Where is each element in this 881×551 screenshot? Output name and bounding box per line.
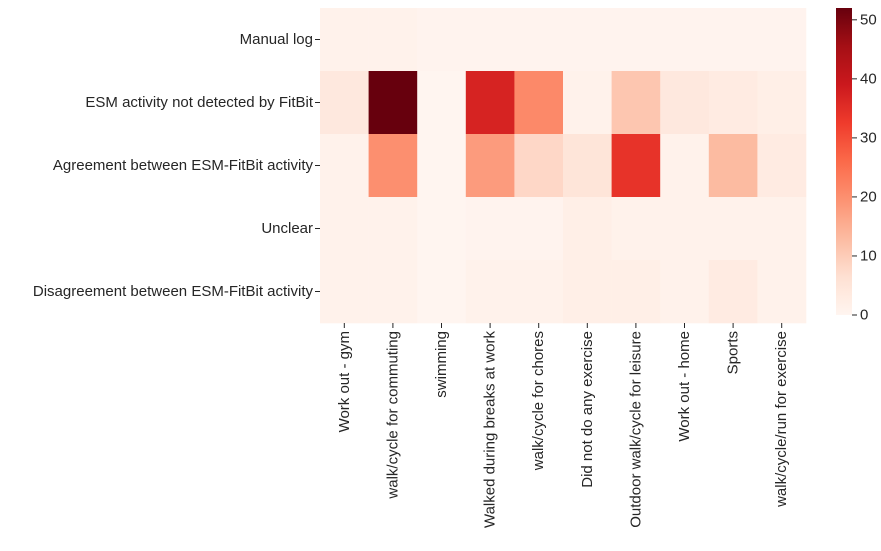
x-tick-label: walk/cycle for chores (530, 331, 547, 471)
heatmap-cell (320, 197, 369, 261)
heatmap-cells (320, 8, 807, 324)
heatmap-cell (757, 134, 807, 198)
heatmap-cell (368, 71, 418, 135)
heatmap-cell (660, 8, 710, 72)
heatmap-cell (465, 260, 515, 324)
heatmap-cell (320, 71, 369, 135)
heatmap-cell (368, 134, 418, 198)
heatmap-cell (368, 260, 418, 324)
colorbar-tick-label: 30 (860, 129, 877, 146)
heatmap-cell (757, 8, 807, 72)
x-tick-label: Did not do any exercise (579, 331, 596, 488)
heatmap-cell (368, 197, 418, 261)
x-tick-label: Walked during breaks at work (482, 331, 499, 529)
heatmap-cell (611, 8, 661, 72)
colorbar-gradient (836, 8, 852, 315)
heatmap-cell (514, 134, 564, 198)
heatmap-cell (514, 71, 564, 135)
colorbar-tick-label: 40 (860, 70, 877, 87)
heatmap-cell (320, 260, 369, 324)
colorbar-tick-label: 10 (860, 247, 877, 264)
heatmap-cell (465, 134, 515, 198)
heatmap-cell (660, 134, 710, 198)
heatmap-cell (708, 260, 758, 324)
heatmap-cell (563, 197, 612, 261)
heatmap-cell (708, 8, 758, 72)
heatmap-cell (660, 260, 710, 324)
heatmap-cell (660, 71, 710, 135)
y-axis: Manual log ESM activity not detected by F… (33, 31, 320, 300)
heatmap-cell (757, 260, 807, 324)
y-tick-label: ESM activity not detected by FitBit (85, 94, 313, 111)
heatmap-cell (611, 134, 661, 198)
heatmap-cell (514, 8, 564, 72)
heatmap-cell (368, 8, 418, 72)
colorbar-tick-label: 20 (860, 188, 877, 205)
heatmap-cell (417, 197, 467, 261)
heatmap-cell (417, 134, 467, 198)
heatmap-cell (465, 8, 515, 72)
heatmap-cell (563, 260, 612, 324)
heatmap-cell (320, 8, 369, 72)
x-tick-label: walk/cycle/run for exercise (773, 331, 790, 508)
heatmap-cell (417, 260, 467, 324)
heatmap-cell (757, 197, 807, 261)
heatmap-cell (563, 71, 612, 135)
heatmap-cell (611, 197, 661, 261)
x-tick-label: Work out - gym (336, 331, 353, 432)
x-tick-label: Outdoor walk/cycle for leisure (627, 331, 644, 528)
y-tick-label: Agreement between ESM-FitBit activity (53, 157, 314, 174)
heatmap-cell (708, 197, 758, 261)
heatmap-cell (417, 71, 467, 135)
heatmap-cell (465, 197, 515, 261)
heatmap-cell (611, 71, 661, 135)
heatmap-cell (757, 71, 807, 135)
x-tick-label: Work out - home (676, 331, 693, 442)
heatmap-cell (708, 71, 758, 135)
y-tick-label: Unclear (261, 220, 313, 237)
heatmap-cell (563, 8, 612, 72)
heatmap-cell (708, 134, 758, 198)
y-tick-label: Disagreement between ESM-FitBit activity (33, 283, 314, 300)
x-tick-label: walk/cycle for commuting (384, 331, 401, 500)
x-axis: Work out - gym walk/cycle for commuting sw… (336, 323, 790, 528)
heatmap-cell (563, 134, 612, 198)
y-tick-label: Manual log (240, 31, 313, 48)
heatmap-cell (660, 197, 710, 261)
heatmap-cell (611, 260, 661, 324)
colorbar-tick-label: 50 (860, 11, 877, 28)
colorbar-tick-label: 0 (860, 307, 868, 324)
heatmap-cell (514, 197, 564, 261)
x-tick-label: swimming (433, 331, 450, 398)
colorbar: 0 10 20 30 40 50 (836, 8, 877, 324)
x-tick-label: Sports (725, 331, 742, 374)
heatmap-cell (320, 134, 369, 198)
heatmap-cell (514, 260, 564, 324)
heatmap-cell (417, 8, 467, 72)
heatmap-cell (465, 71, 515, 135)
